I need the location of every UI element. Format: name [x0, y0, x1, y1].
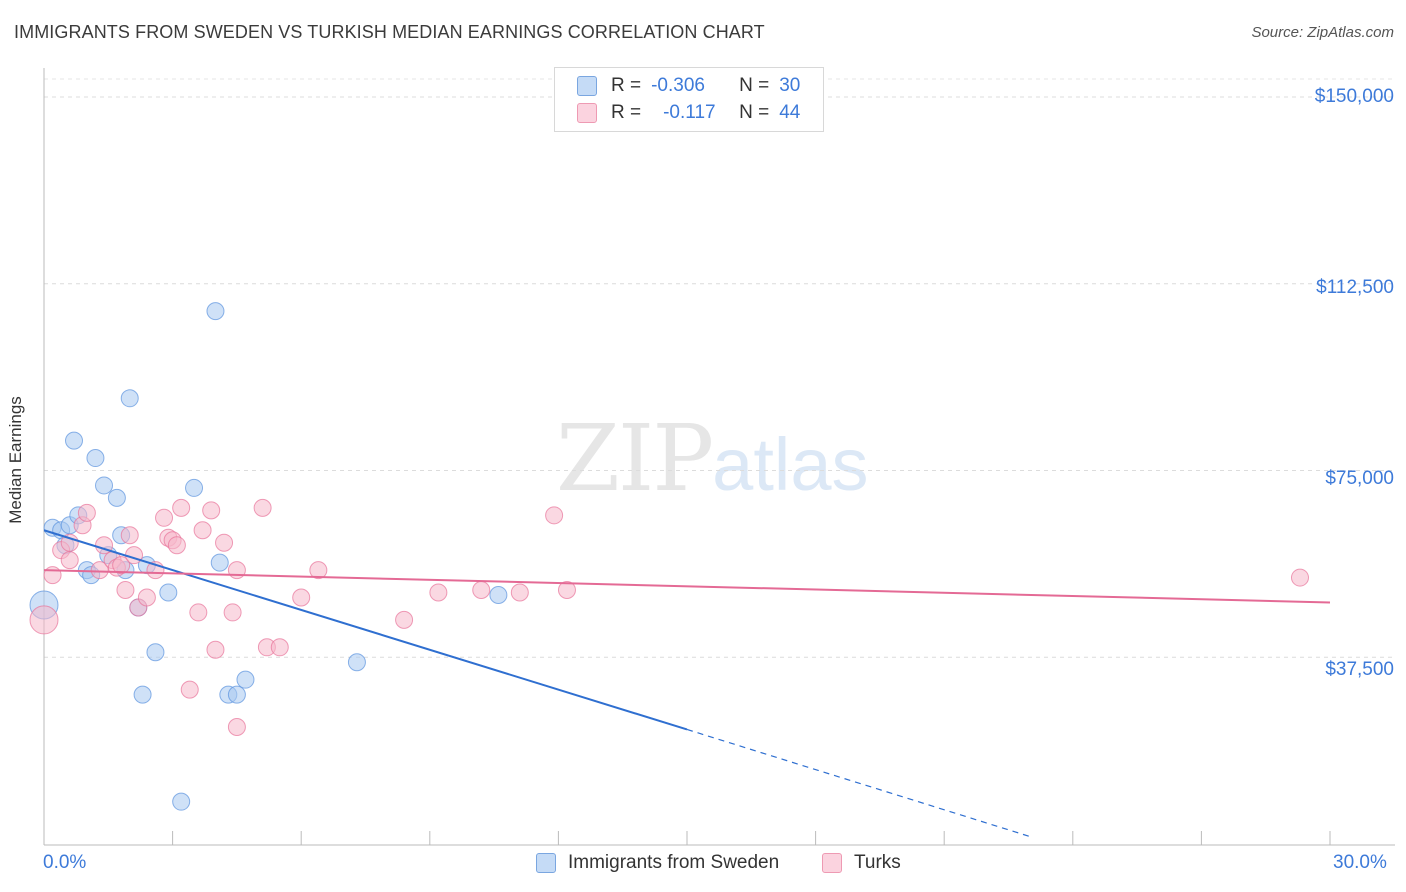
- sweden-point: [159, 583, 178, 602]
- sweden-point: [206, 302, 225, 321]
- x-tick-label-min: 0.0%: [43, 852, 87, 873]
- bottom-legend-swatch-sweden: [536, 853, 556, 873]
- turks-point: [292, 588, 311, 607]
- turks-point: [125, 546, 144, 565]
- sweden-point: [489, 586, 508, 604]
- turks-point: [206, 640, 225, 659]
- legend-r-value: -0.306: [651, 75, 705, 96]
- watermark: ZIPatlas: [556, 405, 868, 512]
- turks-trend-line: [43, 569, 1331, 604]
- legend-swatch-sweden: [577, 76, 597, 96]
- sweden-point: [107, 488, 126, 507]
- turks-point: [60, 551, 79, 570]
- turks-point: [137, 588, 156, 607]
- legend-n-value: 30: [779, 75, 801, 96]
- sweden-point: [210, 553, 229, 572]
- bottom-legend-label-sweden: Immigrants from Sweden: [568, 852, 780, 873]
- legend-row-sweden: R = -0.306 N = 30: [577, 73, 800, 99]
- turks-point: [270, 638, 289, 657]
- turks-point: [1290, 568, 1309, 587]
- y-axis-label: Median Earnings: [6, 396, 25, 524]
- legend-swatch-turks: [577, 103, 597, 123]
- turks-point: [77, 503, 96, 522]
- turks-point: [395, 610, 414, 629]
- sweden-trend-extension: [686, 728, 1031, 838]
- turks-point: [545, 506, 564, 525]
- turks-point: [180, 680, 199, 699]
- legend-n-label: N =: [739, 75, 770, 96]
- sweden-trend-line: [43, 529, 688, 731]
- turks-point: [155, 508, 174, 527]
- legend-r-label: R =: [611, 102, 642, 123]
- turks-point: [189, 603, 208, 622]
- legend-n-label: N =: [739, 102, 770, 123]
- y-tick-label-37500: $37,500: [1325, 659, 1394, 680]
- bottom-legend-turks: Turks: [822, 852, 901, 874]
- bottom-legend-sweden: Immigrants from Sweden: [536, 852, 779, 874]
- legend-row-turks: R = -0.117 N = 44: [577, 100, 800, 126]
- turks-point: [193, 521, 212, 540]
- legend-r-label: R =: [611, 75, 642, 96]
- bottom-legend-label-turks: Turks: [854, 852, 901, 873]
- turks-point: [472, 581, 491, 600]
- legend-r-value: -0.117: [663, 102, 716, 123]
- sweden-point: [172, 792, 191, 811]
- bottom-legend-swatch-turks: [822, 853, 842, 873]
- turks-point: [557, 581, 576, 600]
- turks-point: [60, 533, 79, 552]
- turks-point: [167, 536, 186, 555]
- turks-point: [112, 556, 131, 575]
- y-tick-label-150000: $150,000: [1314, 86, 1394, 107]
- sweden-point: [86, 449, 105, 468]
- watermark-atlas: atlas: [712, 423, 869, 506]
- turks-point: [429, 583, 448, 602]
- sweden-point: [133, 685, 152, 704]
- watermark-zip: ZIP: [556, 405, 714, 512]
- y-tick-label-75000: $75,000: [1325, 468, 1394, 489]
- sweden-point: [227, 685, 246, 704]
- turks-point: [120, 526, 139, 545]
- correlation-legend: R = -0.306 N = 30 R = -0.117 N = 44: [554, 67, 824, 132]
- turks-point: [223, 603, 242, 622]
- sweden-point: [146, 643, 165, 662]
- y-tick-label-112500: $112,500: [1316, 277, 1394, 298]
- turks-point: [253, 498, 272, 517]
- sweden-point: [185, 478, 204, 497]
- turks-point: [172, 498, 191, 517]
- turks-point: [43, 566, 62, 585]
- turks-point: [29, 605, 59, 635]
- sweden-point: [236, 670, 255, 689]
- sweden-point: [120, 389, 139, 408]
- turks-point: [202, 501, 221, 520]
- chart-source: Source: ZipAtlas.com: [1251, 24, 1394, 41]
- legend-n-value: 44: [779, 102, 801, 123]
- turks-point: [227, 717, 246, 736]
- sweden-point: [347, 653, 366, 672]
- x-tick-label-max: 30.0%: [1333, 852, 1387, 873]
- turks-point: [309, 561, 328, 580]
- turks-point: [116, 581, 135, 600]
- turks-point: [215, 533, 234, 552]
- sweden-point: [95, 476, 114, 495]
- turks-point: [510, 583, 529, 602]
- chart-title: IMMIGRANTS FROM SWEDEN VS TURKISH MEDIAN…: [14, 22, 765, 42]
- sweden-point: [65, 431, 84, 450]
